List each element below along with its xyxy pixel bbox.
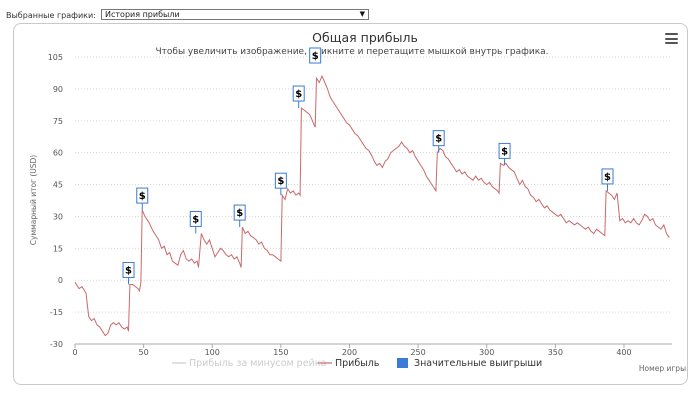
win-flag-label: $ [295,89,302,100]
y-tick-label: 30 [53,212,63,221]
win-flag-label: $ [604,172,611,183]
x-tick-label: 300 [479,348,494,357]
y-tick-label: 105 [48,53,63,62]
y-axis-title: Суммарный итог (USD) [29,155,38,246]
win-flag[interactable]: $ [432,130,445,153]
win-flag-label: $ [435,134,442,145]
x-tick-label: 400 [616,348,631,357]
x-tick-label: 0 [72,348,77,357]
chart-title: Общая прибыль [312,30,418,45]
legend-symbol [397,358,408,368]
x-tick-label: 50 [139,348,149,357]
win-flag-label: $ [139,191,146,202]
chart-subtitle: Чтобы увеличить изображение, кликните и … [155,47,548,57]
win-flag-box [309,47,322,64]
win-flag[interactable]: $ [122,261,135,285]
chart-selector-dropdown[interactable]: История прибыли ▼ [101,9,369,20]
win-flag-box [233,204,246,221]
x-tick-label: 100 [205,348,220,357]
win-flag-label: $ [501,146,508,157]
legend-item[interactable]: Значительные выигрыши [397,358,542,369]
x-axis-ticks: 0 50 100 150 200 250 300 350 400 [72,343,672,357]
win-flag-box [122,261,135,278]
win-flag[interactable]: $ [136,187,149,211]
profit-series-line [74,74,670,337]
hamburger-menu-icon[interactable] [665,33,678,44]
win-flag-box [601,168,614,185]
win-flag-label: $ [236,208,243,219]
win-flag[interactable]: $ [292,85,305,109]
chart-selector-bar: Выбранные графики: История прибыли ▼ [0,0,700,22]
x-tick-label: 150 [273,348,288,357]
win-flag-label: $ [277,176,284,187]
y-axis-ticks: -30 -15 0 15 30 45 60 75 90 105 [48,53,63,349]
win-flag-box [432,130,445,147]
win-flag[interactable]: $ [601,168,614,191]
grid-lines [75,56,672,313]
win-flag[interactable]: $ [309,47,322,64]
y-tick-label: -15 [50,308,63,317]
win-flag-box [189,210,202,227]
legend-item[interactable]: Прибыль за минусом рейка [172,358,326,369]
legend[interactable]: Прибыль за минусом рейка Прибыль Значитель… [172,358,542,369]
win-flag-label: $ [125,265,132,276]
y-tick-label: 60 [53,149,63,158]
x-tick-label: 350 [548,348,563,357]
win-flag[interactable]: $ [498,142,511,166]
chart-selector-value: История прибыли [105,10,180,19]
win-flag-label: $ [312,51,319,62]
chart-panel [13,23,688,385]
y-tick-label: 75 [53,117,63,126]
x-axis-title: Номер игры [639,364,686,373]
win-flag-box [498,142,511,159]
win-flag[interactable]: $ [189,210,202,234]
dropdown-arrow-icon: ▼ [359,10,365,18]
y-tick-label: 0 [58,276,63,285]
chart-selector-label: Выбранные графики: [6,11,96,20]
legend-label: Прибыль [335,358,380,369]
win-flag-box [274,172,287,189]
win-flag[interactable]: $ [274,172,287,196]
y-tick-label: 15 [53,244,63,253]
legend-item[interactable]: Прибыль [318,358,380,369]
series-group [74,74,670,337]
win-flag[interactable]: $ [233,204,246,228]
win-flag-box [292,85,305,102]
significant-wins-flags[interactable]: $ $ $ $ $ $ $ $ $ $ [122,47,614,285]
y-tick-label: 45 [53,181,63,190]
x-tick-label: 250 [410,348,425,357]
legend-label: Значительные выигрыши [414,358,542,369]
win-flag-label: $ [192,214,199,225]
y-tick-label: 90 [53,85,63,94]
x-tick-label: 200 [342,348,357,357]
y-tick-label: -30 [50,340,63,349]
win-flag-box [136,187,149,204]
legend-label: Прибыль за минусом рейка [189,358,326,369]
